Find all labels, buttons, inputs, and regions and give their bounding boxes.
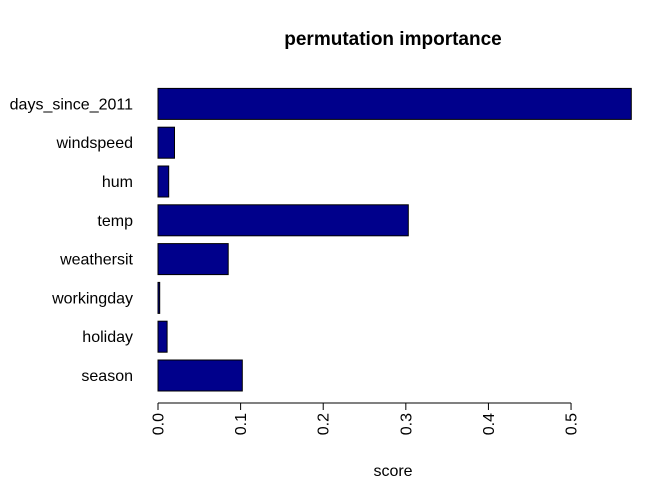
- bar-temp: [157, 204, 409, 237]
- category-label-hum: hum: [102, 174, 133, 191]
- category-label-weathersit: weathersit: [59, 252, 133, 269]
- bar-workingday: [157, 281, 161, 314]
- bar-season: [157, 359, 243, 392]
- category-labels-group: season holiday workingday weathersit temp hum…: [10, 96, 134, 385]
- category-label-days_since_2011: days_since_2011: [10, 96, 133, 113]
- category-label-workingday: workingday: [51, 290, 133, 307]
- bar-holiday: [157, 320, 168, 353]
- x-tick-label: 0.3: [398, 413, 415, 435]
- category-label-windspeed: windspeed: [56, 135, 134, 152]
- chart-title: permutation importance: [284, 29, 501, 50]
- bars-group: [157, 87, 632, 392]
- x-tick-label: 0.2: [316, 413, 333, 435]
- x-tick-label: 0.5: [564, 413, 581, 435]
- x-tick-label: 0.1: [233, 413, 250, 435]
- bar-windspeed: [157, 126, 175, 159]
- bar-weathersit: [157, 243, 229, 276]
- bar-days_since_2011: [157, 87, 632, 120]
- x-axis: 0.0 0.1 0.2 0.3 0.4 0.5: [151, 402, 581, 435]
- x-tick-label: 0.4: [481, 413, 498, 435]
- bar-hum: [157, 165, 170, 198]
- category-label-temp: temp: [97, 213, 133, 230]
- x-axis-label: score: [373, 463, 412, 480]
- category-label-season: season: [81, 368, 133, 385]
- category-label-holiday: holiday: [82, 329, 133, 346]
- x-tick-label: 0.0: [151, 413, 168, 435]
